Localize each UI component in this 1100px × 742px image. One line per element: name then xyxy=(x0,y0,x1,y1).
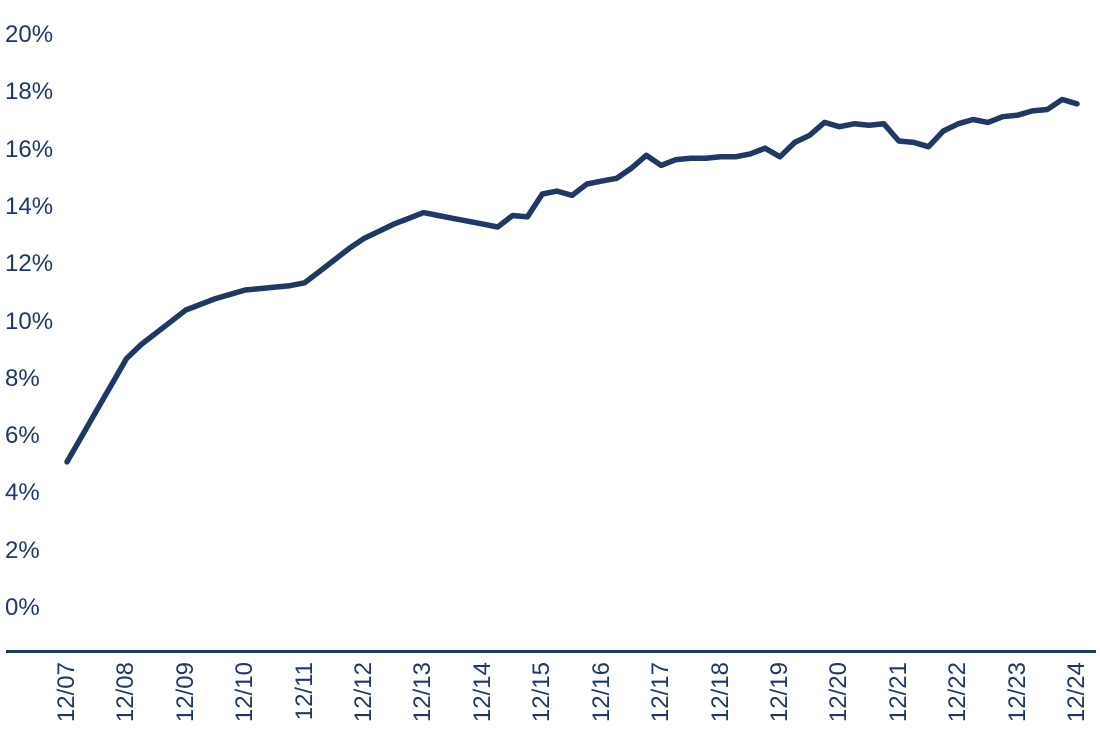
y-axis-tick-label: 4% xyxy=(5,479,40,507)
x-axis-tick-label: 12/19 xyxy=(765,662,793,723)
x-axis-tick-label: 12/08 xyxy=(112,662,140,723)
x-axis-tick-label: 12/10 xyxy=(231,662,259,723)
x-axis-tick-label: 12/07 xyxy=(53,662,80,723)
x-axis-tick-label: 12/09 xyxy=(171,662,199,723)
x-axis-tick-label: 12/12 xyxy=(350,662,378,723)
x-axis-tick-label: 12/18 xyxy=(706,662,734,723)
y-axis-tick-label: 18% xyxy=(5,78,54,106)
y-axis-tick-label: 0% xyxy=(5,594,40,621)
line-series xyxy=(64,96,1080,465)
x-axis-tick-label: 12/13 xyxy=(409,662,437,723)
y-axis-tick-label: 6% xyxy=(5,422,40,450)
x-axis-tick-label: 12/21 xyxy=(884,662,912,723)
x-axis-tick-label: 12/20 xyxy=(825,662,853,723)
y-axis-tick-label: 20% xyxy=(5,21,54,48)
x-axis-line xyxy=(6,650,1096,653)
x-axis-tick-label: 12/15 xyxy=(528,662,556,723)
x-axis-tick-label: 12/24 xyxy=(1063,662,1090,723)
x-axis-tick-label: 12/11 xyxy=(290,662,318,721)
y-axis-tick-label: 2% xyxy=(5,536,40,564)
x-axis-tick-label: 12/14 xyxy=(468,662,496,723)
y-axis-tick-label: 14% xyxy=(5,192,54,220)
y-axis-tick-label: 8% xyxy=(5,364,40,392)
y-axis-tick-label: 16% xyxy=(5,135,54,163)
x-axis-tick-label: 12/17 xyxy=(647,662,675,723)
x-axis-tick-label: 12/23 xyxy=(1003,662,1031,723)
x-axis-tick-label: 12/16 xyxy=(587,662,615,723)
y-axis-tick-label: 12% xyxy=(5,250,54,278)
y-axis-tick-label: 10% xyxy=(5,307,54,335)
x-axis-tick-label: 12/22 xyxy=(944,662,972,723)
